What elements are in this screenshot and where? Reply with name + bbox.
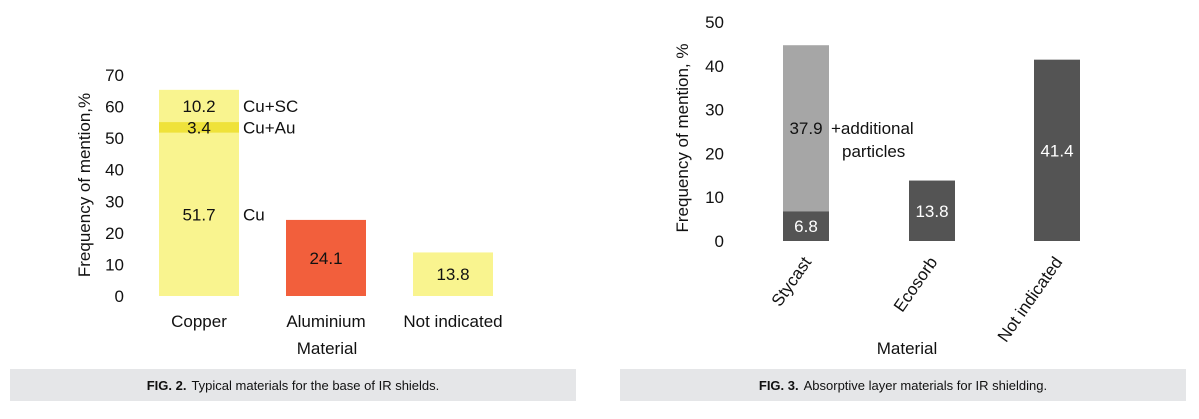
bar-copper-cu-au <box>159 122 239 133</box>
data-label: 13.8 <box>436 265 469 284</box>
series-label-cu-au: Cu+Au <box>243 118 295 137</box>
bar-aluminium <box>286 219 366 296</box>
data-label: 10.2 <box>182 97 215 116</box>
bar-stycast <box>783 211 829 241</box>
y-tick-label: 10 <box>105 255 124 274</box>
data-label: 41.4 <box>1040 141 1073 160</box>
caption-label: FIG. 3. <box>758 377 799 393</box>
y-tick-label: 10 <box>705 188 724 207</box>
y-tick-label: 0 <box>715 232 724 251</box>
x-tick-label: Not indicated <box>403 312 502 331</box>
caption-label: FIG. 2. <box>146 377 187 393</box>
x-axis-title: Material <box>877 339 937 358</box>
caption-text: Typical materials for the base of IR shi… <box>191 377 440 393</box>
data-label: 37.9 <box>789 119 822 138</box>
series-label-cu-sc: Cu+SC <box>243 97 298 116</box>
y-axis-title: Frequency of mention, % <box>673 44 692 233</box>
y-tick-label: 40 <box>705 57 724 76</box>
x-tick-label: Stycast <box>768 253 816 310</box>
y-tick-label: 60 <box>105 98 124 117</box>
bar-not-indicated <box>413 252 493 296</box>
annotation-line: +additional <box>831 119 914 138</box>
data-label: 13.8 <box>915 202 948 221</box>
series-label-cu: Cu <box>243 205 265 224</box>
bar-stycast-additional <box>783 45 829 212</box>
figure-3-chart: Frequency of mention, % 0 10 20 30 40 50 37.9… <box>673 13 1080 358</box>
y-tick-label: 40 <box>105 161 124 180</box>
y-axis-title: Frequency of mention,% <box>75 93 94 277</box>
bar-copper-cu <box>159 132 239 296</box>
figure-3-caption: FIG. 3. Absorptive layer materials for I… <box>620 369 1186 401</box>
y-tick-label: 20 <box>105 224 124 243</box>
y-tick-label: 50 <box>705 13 724 32</box>
y-tick-label: 0 <box>115 287 124 306</box>
data-label: 51.7 <box>182 205 215 224</box>
annotation-line: particles <box>842 142 905 161</box>
bar-not-indicated <box>1034 59 1080 241</box>
bar-copper-cu-sc <box>159 89 239 123</box>
figure-2-caption: FIG. 2. Typical materials for the base o… <box>10 369 576 401</box>
y-tick-label: 70 <box>105 66 124 85</box>
y-tick-label: 50 <box>105 129 124 148</box>
bar-ecosorb <box>909 180 955 241</box>
y-tick-label: 30 <box>105 192 124 211</box>
data-label: 3.4 <box>187 118 211 137</box>
x-axis-title: Material <box>297 339 357 358</box>
data-label: 6.8 <box>794 217 818 236</box>
x-tick-label: Ecosorb <box>890 253 941 315</box>
caption-text: Absorptive layer materials for IR shield… <box>803 377 1048 393</box>
data-label: 24.1 <box>309 249 342 268</box>
x-tick-label: Aluminium <box>286 312 365 331</box>
figure-2-chart: Frequency of mention,% 0 10 20 30 40 50 60 70 1… <box>75 66 503 358</box>
x-tick-label: Not indicated <box>994 253 1066 345</box>
x-tick-label: Copper <box>171 312 227 331</box>
y-tick-label: 20 <box>705 144 724 163</box>
y-tick-label: 30 <box>705 101 724 120</box>
